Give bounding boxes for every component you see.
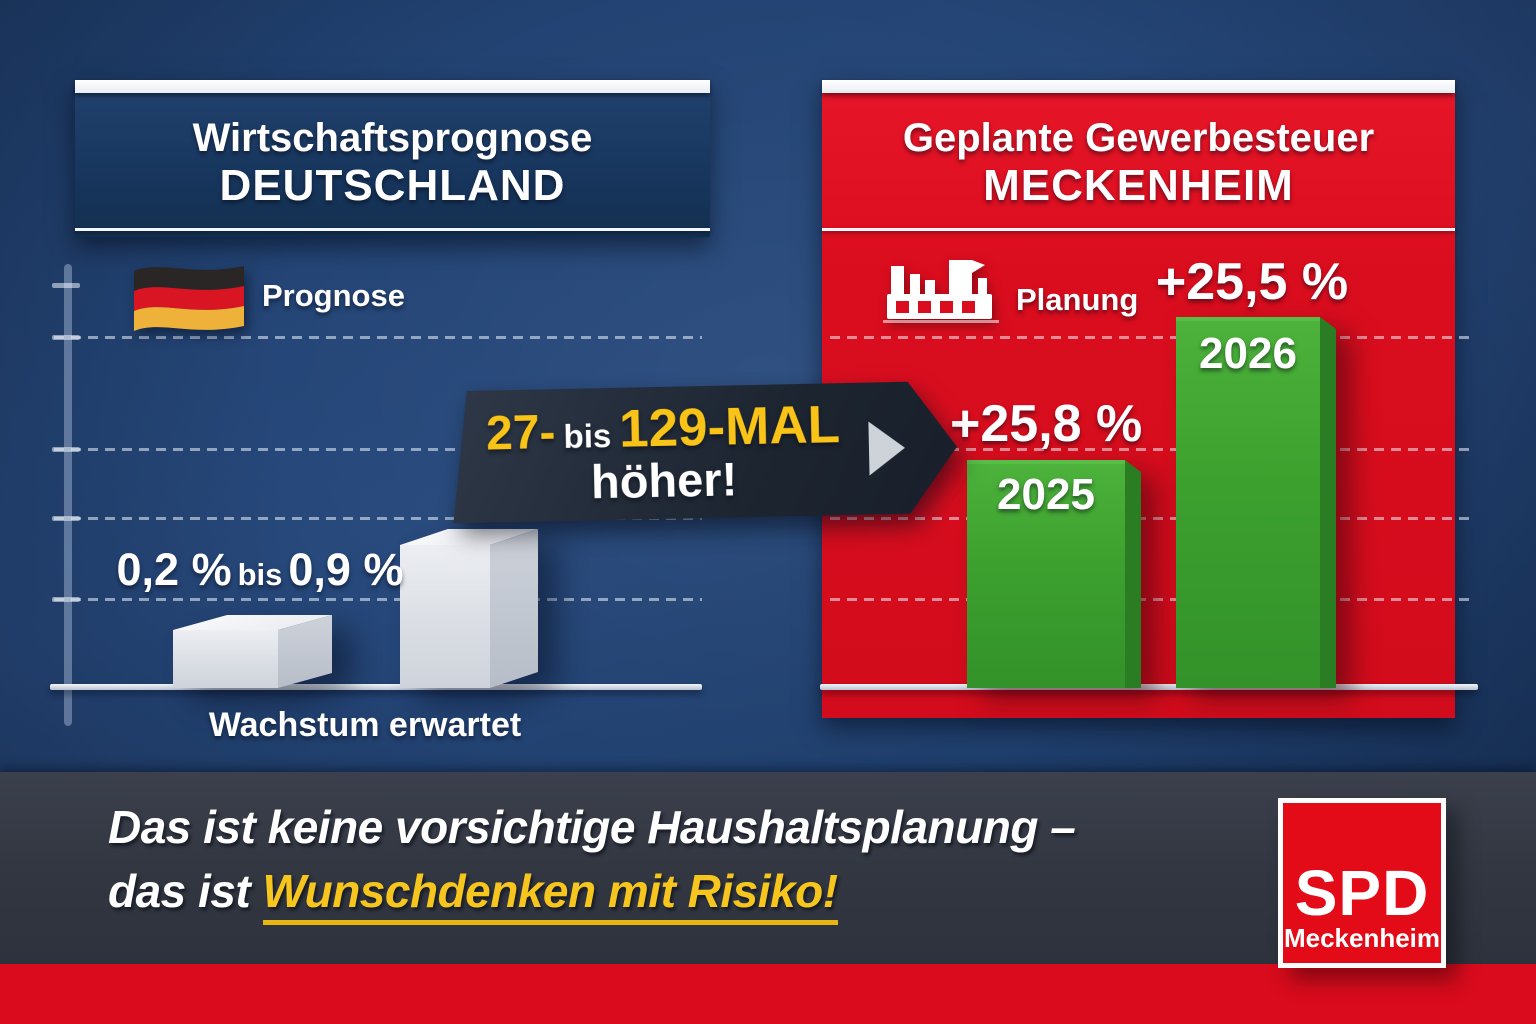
bar-prognose-high	[400, 529, 538, 688]
left-title-line1: Wirtschaftsprognose	[192, 116, 593, 160]
bar-2025: 2025	[967, 450, 1141, 688]
callout-line2: höher!	[590, 452, 738, 509]
logo-location-text: Meckenheim	[1283, 923, 1441, 953]
x-axis	[820, 684, 1478, 690]
header-underline	[75, 228, 710, 231]
axis-tick	[52, 597, 80, 602]
y-axis	[64, 264, 72, 726]
callout-bis: bis	[563, 416, 612, 455]
bar-2026: 2026	[1176, 307, 1336, 688]
gridline	[54, 336, 702, 339]
footer-line2: das ist Wunschdenken mit Risiko!	[108, 864, 838, 925]
axis-tick	[52, 447, 80, 452]
axis-tick	[52, 516, 80, 521]
bar-2026-year-label: 2026	[1199, 329, 1297, 378]
gridline	[830, 336, 1476, 339]
left-title-line2: DEUTSCHLAND	[219, 161, 566, 210]
footer-line2-highlight: Wunschdenken mit Risiko!	[262, 865, 838, 925]
range-high: 0,9 %	[288, 544, 404, 595]
right-legend-label: Planung	[1016, 282, 1139, 317]
gridline	[830, 517, 1476, 520]
value-label-2025: +25,8 %	[950, 395, 1143, 453]
x-axis	[50, 684, 702, 690]
right-title-line1: Geplante Gewerbesteuer	[902, 116, 1375, 160]
range-separator: bis	[237, 557, 283, 592]
callout-factor-low: 27-	[485, 405, 557, 461]
gridline	[54, 517, 702, 520]
spd-meckenheim-logo: SPD Meckenheim	[1278, 798, 1446, 968]
bar-prognose-low	[173, 615, 333, 688]
header-underline	[822, 228, 1455, 231]
left-axis-caption: Wachstum erwartet	[208, 706, 522, 744]
value-label-2026: +25,5 %	[1155, 253, 1349, 311]
comparison-callout: 27- bis 129-MAL höher!	[451, 381, 959, 524]
gridline	[830, 598, 1476, 601]
header-top-strip	[75, 80, 710, 93]
axis-tick	[52, 335, 80, 340]
german-flag-icon	[134, 266, 244, 331]
bottom-red-stripe	[0, 964, 1536, 1024]
callout-factor-high: 129-MAL	[618, 394, 841, 459]
range-low: 0,2 %	[116, 544, 232, 595]
footer-line1: Das ist keine vorsichtige Haushaltsplanu…	[108, 801, 1076, 853]
left-legend-label: Prognose	[262, 278, 405, 313]
gridline	[830, 448, 1476, 451]
gridline	[54, 598, 702, 601]
factory-icon	[883, 260, 999, 323]
logo-brand-text: SPD	[1294, 857, 1430, 930]
growth-range-label: 0,2 % bis 0,9 %	[110, 544, 410, 596]
footer-line2-prefix: das ist	[108, 865, 251, 917]
right-title-line2: MECKENHEIM	[983, 161, 1294, 210]
left-chart-header: Wirtschaftsprognose DEUTSCHLAND	[75, 80, 710, 237]
gridline	[54, 448, 702, 451]
bar-2025-year-label: 2025	[997, 470, 1095, 519]
header-top-strip	[822, 80, 1455, 93]
arrow-right-icon	[868, 420, 906, 476]
axis-tick	[52, 283, 80, 288]
